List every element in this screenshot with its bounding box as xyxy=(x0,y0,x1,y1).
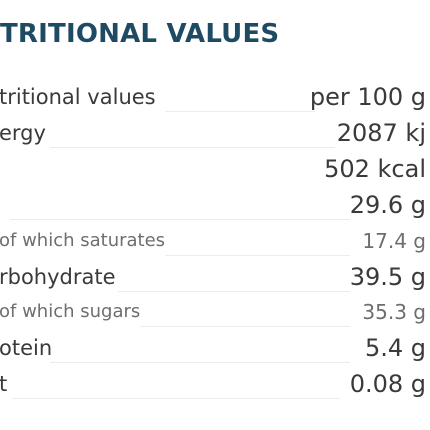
row-divider xyxy=(118,291,350,292)
row-label: t xyxy=(0,372,8,396)
row-label: of which saturates xyxy=(0,230,166,251)
row-divider xyxy=(50,147,335,148)
row-label: of which sugars xyxy=(0,301,141,322)
row-value: 5.4 g xyxy=(364,334,426,362)
row-divider xyxy=(12,398,340,399)
row-value: 39.5 g xyxy=(349,263,426,291)
row-divider xyxy=(165,111,315,112)
row-value: 0.08 g xyxy=(349,370,426,398)
row-value: 29.6 g xyxy=(349,191,426,219)
row-value: 2087 kj xyxy=(336,119,426,147)
row-divider xyxy=(50,362,350,363)
nutrition-title: TRITIONAL VALUES xyxy=(0,19,280,49)
row-divider xyxy=(10,219,350,220)
row-label: rbohydrate xyxy=(0,265,116,289)
row-label: tritional values xyxy=(0,85,156,109)
nutrition-row-salt: t 0.08 g xyxy=(0,367,430,401)
row-value: per 100 g xyxy=(309,83,426,111)
row-value: 35.3 g xyxy=(362,300,426,324)
row-label: otein xyxy=(0,336,53,360)
row-divider xyxy=(165,255,350,256)
nutrition-row-header: tritional values per 100 g xyxy=(0,80,430,114)
nutrition-row-energy: ergy 2087 kj xyxy=(0,116,430,150)
nutrition-row-sugars: of which sugars 35.3 g xyxy=(0,295,430,329)
row-label: ergy xyxy=(0,121,46,145)
row-value: 502 kcal xyxy=(324,155,426,183)
nutrition-row-fat: 29.6 g xyxy=(0,188,430,222)
row-divider xyxy=(140,326,350,327)
row-value: 17.4 g xyxy=(362,229,426,253)
nutrition-row-carbohydrate: rbohydrate 39.5 g xyxy=(0,260,430,294)
nutrition-row-kcal: 502 kcal xyxy=(0,152,430,186)
nutrition-row-protein: otein 5.4 g xyxy=(0,331,430,365)
nutrition-row-saturates: of which saturates 17.4 g xyxy=(0,224,430,258)
